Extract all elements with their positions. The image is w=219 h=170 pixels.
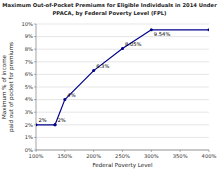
y-axis-label-line: Maximum % of income <box>1 54 7 119</box>
annotation: 4% <box>67 92 75 98</box>
x-tick-label: 200% <box>86 153 101 159</box>
point <box>208 28 210 31</box>
chart: Maximum Out-of-Pocket Premiums for Eligi… <box>0 0 219 170</box>
x-tick-label: 250% <box>115 153 130 159</box>
grid-line <box>36 36 209 37</box>
point <box>150 28 153 31</box>
point <box>121 47 124 50</box>
point <box>92 69 95 72</box>
y-tick-label: 9% <box>25 33 33 39</box>
y-axis <box>36 24 37 150</box>
annotation: 2% <box>39 117 47 123</box>
grid-line <box>36 99 209 100</box>
y-tick-label: 5% <box>25 84 33 90</box>
x-axis <box>36 150 209 151</box>
annotation: 2% <box>58 117 66 123</box>
point <box>63 98 66 101</box>
grid-line <box>36 112 209 113</box>
annotation: 9.54% <box>154 31 171 37</box>
grid-line <box>36 24 209 25</box>
x-tick-label: 400% <box>202 153 217 159</box>
y-tick-label: 2% <box>25 122 33 128</box>
line <box>36 30 209 125</box>
grid-line <box>36 87 209 88</box>
title-line: Maximum Out-of-Pocket Premiums for Eligi… <box>2 2 217 9</box>
x-tick-label: 350% <box>173 153 188 159</box>
title: Maximum Out-of-Pocket Premiums for Eligi… <box>2 2 217 17</box>
x-tick-label: 300% <box>144 153 159 159</box>
y-tick-label: 7% <box>25 59 33 65</box>
x-axis-label: Federal Poverty Level <box>92 162 153 169</box>
y-tick-label: 10% <box>21 21 33 27</box>
x-tick-label: 150% <box>57 153 72 159</box>
point <box>54 123 57 126</box>
y-tick-label: 8% <box>25 46 33 52</box>
y-tick-label: 0% <box>25 147 33 153</box>
y-tick-label: 6% <box>25 71 33 77</box>
point <box>54 123 57 126</box>
point <box>36 123 38 126</box>
y-tick-label: 4% <box>25 96 33 102</box>
grid-line <box>36 74 209 75</box>
grid-line <box>36 137 209 138</box>
plot-area <box>36 28 209 126</box>
grid-line <box>36 124 209 125</box>
y-tick-label: 3% <box>25 109 33 115</box>
grid-line <box>36 61 209 62</box>
x-tick-label: 100% <box>29 153 44 159</box>
y-tick-label: 1% <box>25 134 33 140</box>
title-line: PPACA, by Federal Poverty Level (FPL) <box>52 10 166 17</box>
y-axis-label: Maximum % of incomepaid out of pocket fo… <box>1 42 15 132</box>
annotation: 8.05% <box>125 41 142 47</box>
y-axis-label-line: paid out of pocket for premiums <box>8 42 15 132</box>
annotation: 6.3% <box>96 63 109 69</box>
